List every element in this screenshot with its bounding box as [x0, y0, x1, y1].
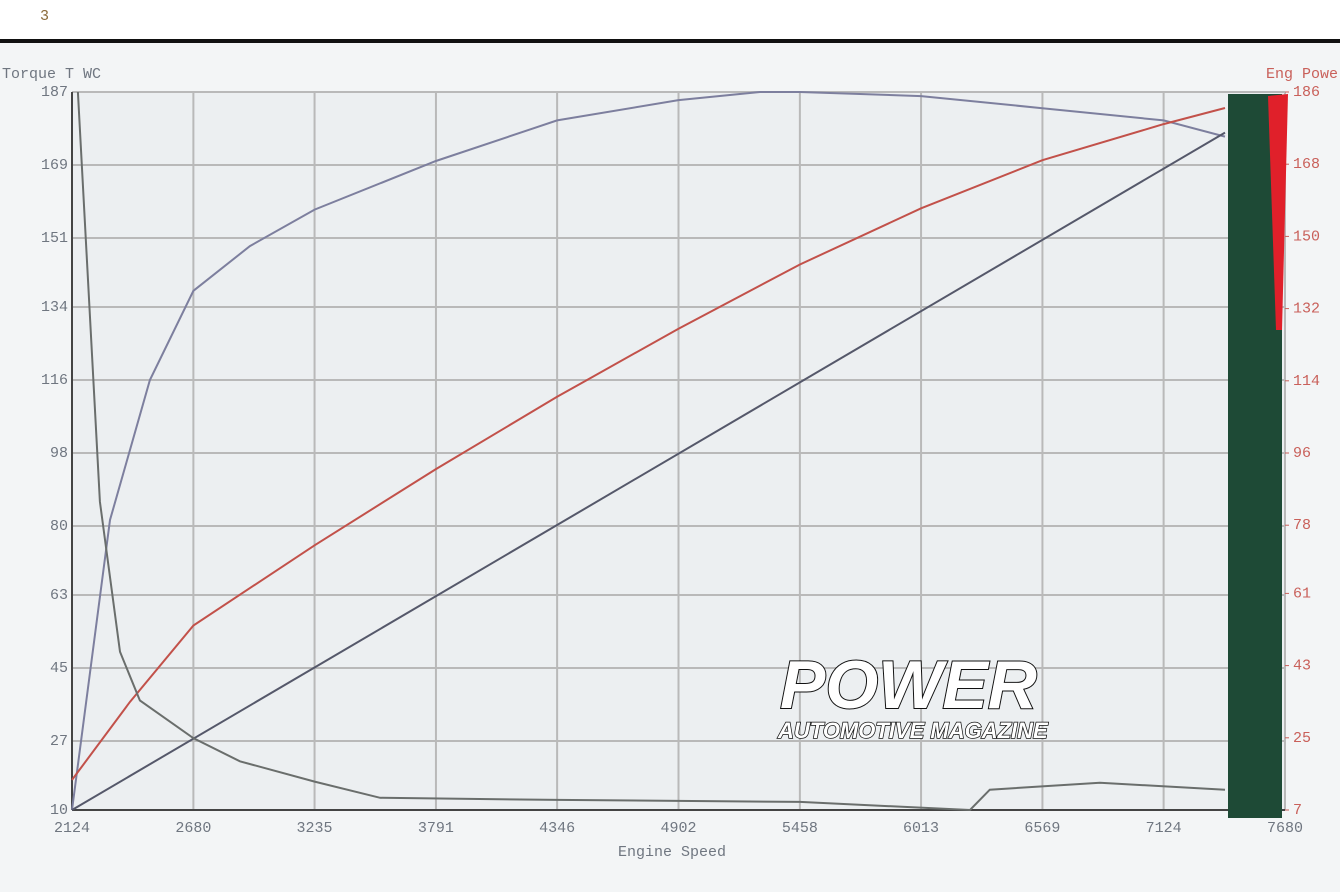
y-tick-label: 116	[41, 372, 68, 389]
y2-tick-label: 7	[1293, 802, 1302, 819]
plot: 2124 2680 3235 3791 4346 4902 5458 6013 6569 7124…	[41, 84, 1320, 837]
x-tick-label: 6013	[903, 820, 939, 837]
y2-tick-label: 61	[1293, 585, 1311, 602]
x-tick-label: 2680	[175, 820, 211, 837]
x-tick-label: 4346	[539, 820, 575, 837]
y-tick-label: 169	[41, 157, 68, 174]
watermark-subtitle: AUTOMOTIVE MAGAZINE	[777, 718, 1049, 743]
y-tick-label: 63	[50, 587, 68, 604]
top-strip	[0, 0, 1340, 40]
x-tick-label: 2124	[54, 820, 90, 837]
y2-axis-label: Eng Powe	[1266, 66, 1338, 83]
y2-tick-label: 186	[1293, 84, 1320, 101]
y2-tick-label: 132	[1293, 301, 1320, 318]
y2-tick-label: 150	[1293, 228, 1320, 245]
series-line	[71, 107, 1226, 781]
watermark-title: POWER	[780, 647, 1037, 723]
series-line	[71, 131, 1226, 811]
y2-tick-label: 78	[1293, 517, 1311, 534]
x-axis-label: Engine Speed	[618, 844, 726, 861]
y2-tick-label: 25	[1293, 730, 1311, 747]
series-line	[71, 91, 1226, 811]
x-tick-label: 7124	[1146, 820, 1182, 837]
y-tick-label: 151	[41, 230, 68, 247]
x-tick-label: 3791	[418, 820, 454, 837]
annotation: 3	[40, 8, 49, 25]
y-tick-label: 10	[50, 802, 68, 819]
y-tick-label: 134	[41, 299, 68, 316]
y-tick-label: 45	[50, 660, 68, 677]
series-line	[76, 91, 1226, 812]
y-tick-label: 98	[50, 445, 68, 462]
y2-tick-label: 96	[1293, 445, 1311, 462]
y-tick-label: 187	[41, 84, 68, 101]
x-tick-label: 4902	[660, 820, 696, 837]
y2-tick-label: 168	[1293, 156, 1320, 173]
red-band	[1268, 94, 1288, 330]
x-tick-label: 7680	[1267, 820, 1303, 837]
y2-tick-label: 114	[1293, 373, 1320, 390]
y-tick-label: 27	[50, 733, 68, 750]
y2-tick-label: 43	[1293, 658, 1311, 675]
x-tick-label: 5458	[782, 820, 818, 837]
y-tick-label: 80	[50, 518, 68, 535]
y-axis-label: Torque T WC	[2, 66, 101, 83]
x-tick-label: 6569	[1024, 820, 1060, 837]
x-tick-label: 3235	[297, 820, 333, 837]
